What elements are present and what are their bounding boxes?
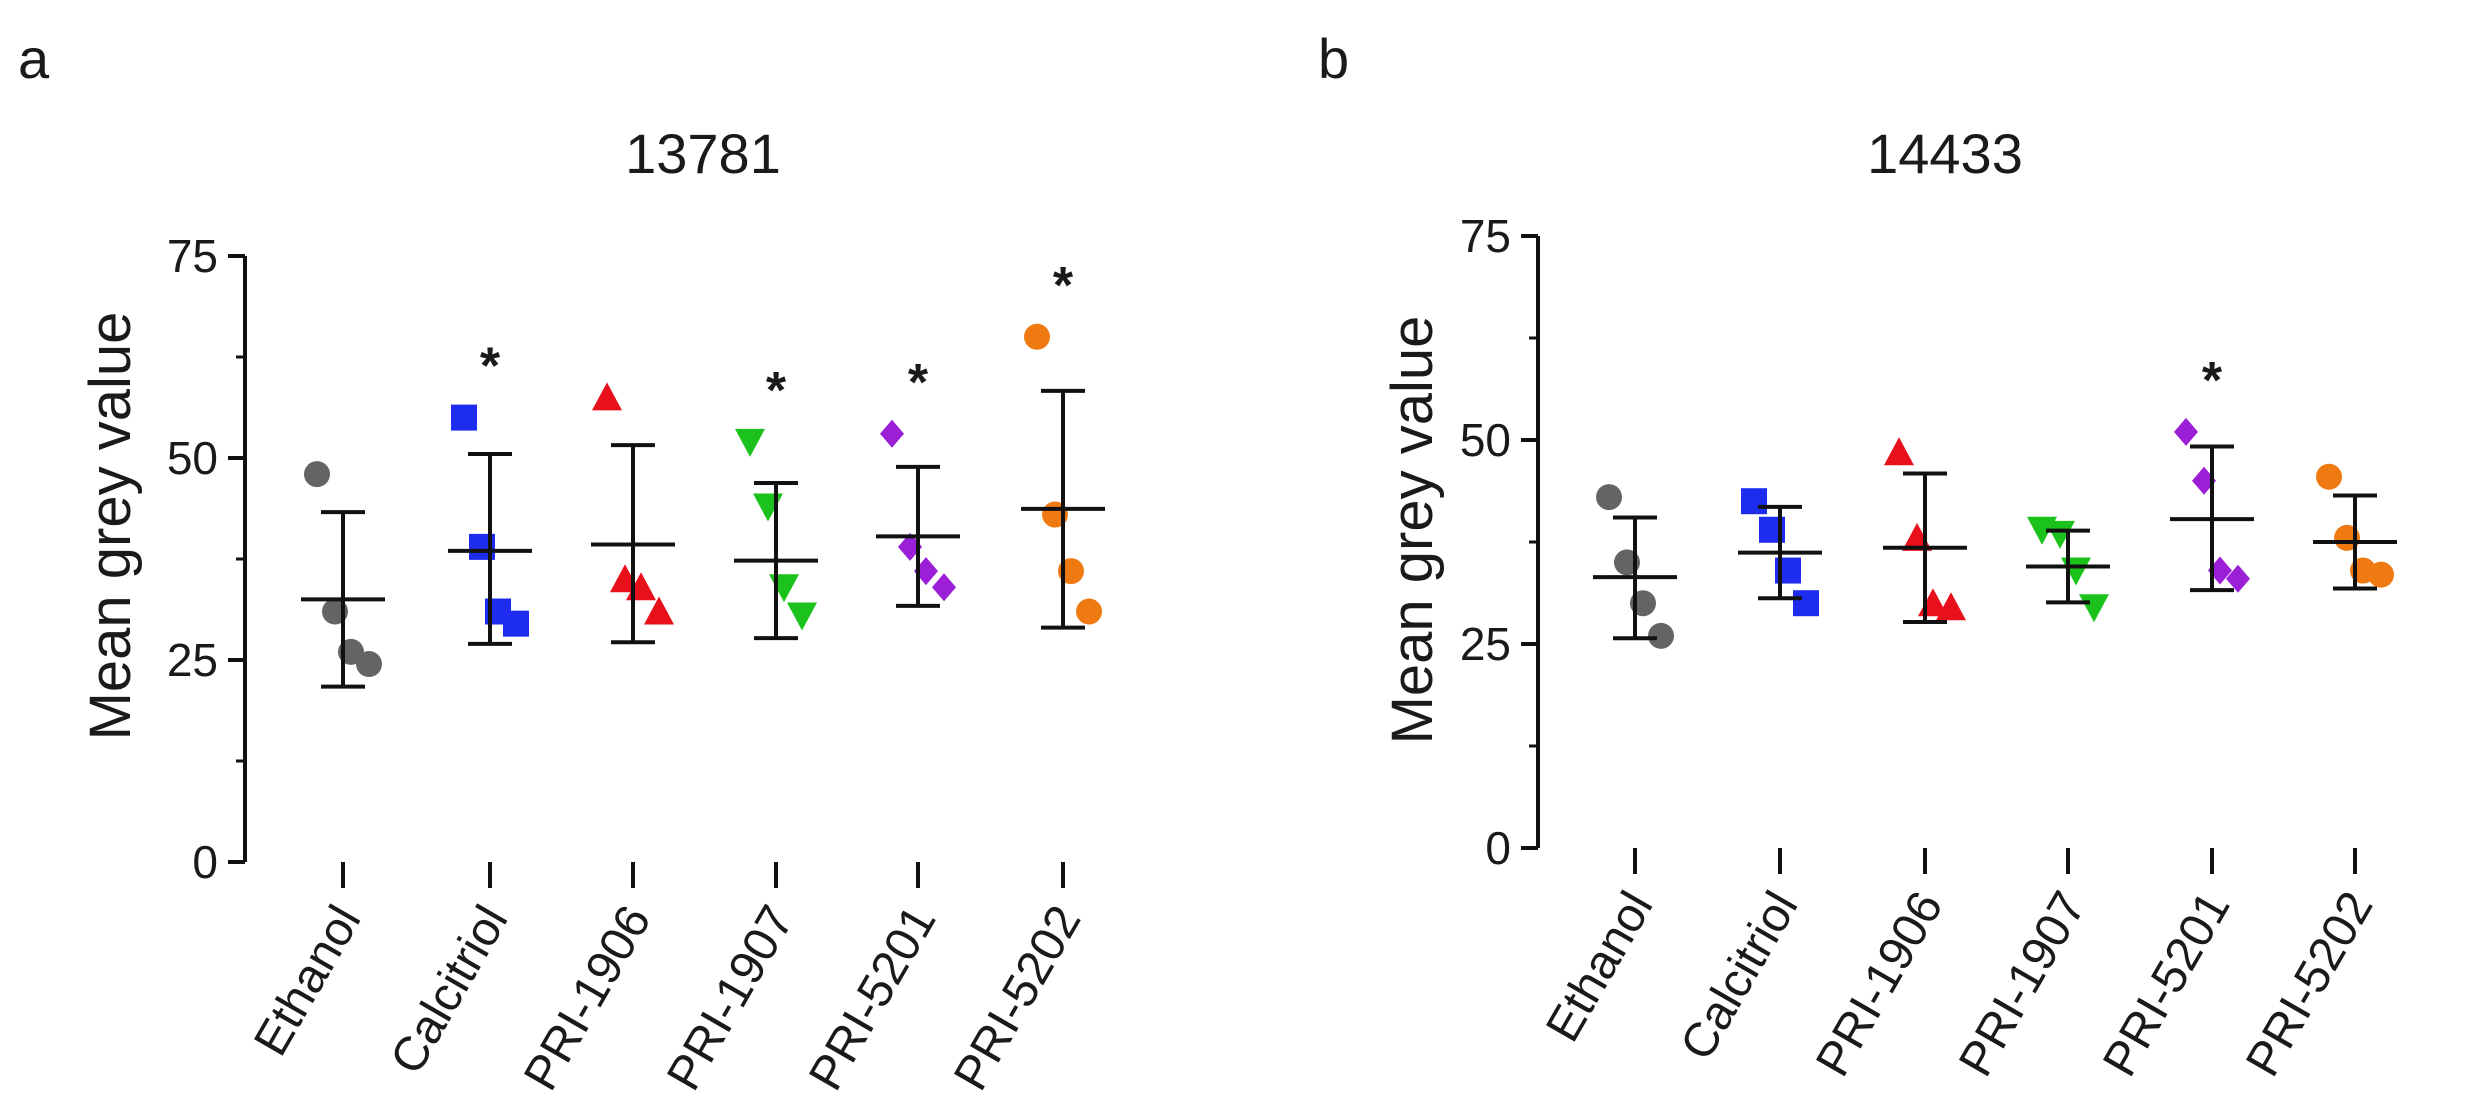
panel-b-point-pri-5202 <box>2368 561 2394 588</box>
panel-a-point-pri-1907 <box>769 574 799 603</box>
panel-a-point-ethanol <box>304 461 330 488</box>
panel-a-point-pri-1907 <box>753 493 783 522</box>
panel-b-point-pri-1907 <box>2045 520 2075 549</box>
panel-b-x-tick-label: PRI-5201 <box>2093 883 2240 1085</box>
panel-b-point-pri-1906 <box>1936 592 1966 621</box>
panel-b-x-tick-label: Ethanol <box>1536 883 1663 1050</box>
panel-a-point-ethanol <box>356 651 382 678</box>
panel-a-point-pri-5202 <box>1024 323 1050 350</box>
panel-a-y-tick-label: 50 <box>167 432 218 484</box>
panel-b-point-pri-1906 <box>1884 437 1914 466</box>
panel-a-point-pri-1907 <box>787 602 817 631</box>
panel-b-letter: b <box>1318 27 1349 90</box>
panel-b-data-marks: * <box>1593 352 2397 649</box>
panel-b-y-tick-label: 0 <box>1485 822 1511 874</box>
panel-b-y-axis-label: Mean grey value <box>1380 316 1445 745</box>
panel-a-point-calcitriol <box>503 610 529 637</box>
panel-a-axes: 75 50 25 0 Ethanol Calcitriol PRI-1906 P… <box>167 230 1092 1099</box>
panel-b-point-pri-1907 <box>2079 594 2109 623</box>
panel-a-point-pri-5202 <box>1076 598 1102 625</box>
panel-a-y-tick-label: 25 <box>167 634 218 686</box>
panel-a-x-tick-label: PRI-1906 <box>514 897 661 1099</box>
panel-a-y-axis-label: Mean grey value <box>78 312 143 741</box>
panel-a-x-tick-label: Calcitriol <box>381 897 519 1083</box>
panel-a-point-pri-1907 <box>735 428 765 457</box>
panel-b-title: 14433 <box>1867 122 2023 185</box>
panel-a-x-tick-label: PRI-1907 <box>657 897 804 1099</box>
panel-b-significance-marker: * <box>2202 352 2223 410</box>
panel-a-x-tick-label: PRI-5201 <box>799 897 946 1099</box>
panel-b: b 14433 Mean grey value 75 50 25 0 Ethan… <box>1318 27 2397 1085</box>
panel-a-title: 13781 <box>625 122 781 185</box>
panel-a-point-pri-5201 <box>880 419 904 448</box>
panel-b-point-pri-5201 <box>2226 564 2250 593</box>
panel-b-point-ethanol <box>1596 484 1622 511</box>
panel-a-significance-marker: * <box>480 338 501 396</box>
panel-a-y-tick-label: 75 <box>167 230 218 282</box>
panel-a-x-tick-label: PRI-5202 <box>944 897 1091 1099</box>
panel-a-y-tick-label: 0 <box>192 836 218 888</box>
panel-b-y-tick-label: 25 <box>1460 618 1511 670</box>
panel-a-data-marks: * * * * <box>301 257 1105 689</box>
panel-a-letter: a <box>18 27 50 90</box>
panel-a-significance-marker: * <box>1053 257 1074 315</box>
panel-b-point-calcitriol <box>1741 488 1767 515</box>
panel-b-point-pri-5202 <box>2316 463 2342 490</box>
panel-b-x-tick-label: PRI-5202 <box>2236 883 2383 1085</box>
panel-a-x-tick-label: Ethanol <box>244 897 371 1064</box>
panel-b-x-tick-label: PRI-1907 <box>1949 883 2096 1085</box>
panel-a-significance-marker: * <box>908 354 929 412</box>
panel-a-significance-marker: * <box>766 362 787 420</box>
panel-b-axes: 75 50 25 0 Ethanol Calcitriol PRI-1906 P… <box>1460 210 2384 1085</box>
panel-b-y-tick-label: 75 <box>1460 210 1511 262</box>
panel-a-point-pri-1906 <box>644 596 674 625</box>
panel-a: a 13781 Mean grey value 75 50 25 0 Ethan… <box>18 27 1105 1099</box>
panel-b-point-calcitriol <box>1793 590 1819 617</box>
panel-b-y-tick-label: 50 <box>1460 414 1511 466</box>
panel-b-point-pri-5201 <box>2174 417 2198 446</box>
panel-b-point-ethanol <box>1648 622 1674 649</box>
panel-a-point-calcitriol <box>451 404 477 431</box>
panel-a-point-pri-5201 <box>932 573 956 602</box>
panel-b-x-tick-label: Calcitriol <box>1671 883 1809 1069</box>
panel-b-x-tick-label: PRI-1906 <box>1806 883 1953 1085</box>
panel-a-point-pri-1906 <box>592 382 622 411</box>
panel-b-point-pri-1907 <box>2061 557 2091 586</box>
